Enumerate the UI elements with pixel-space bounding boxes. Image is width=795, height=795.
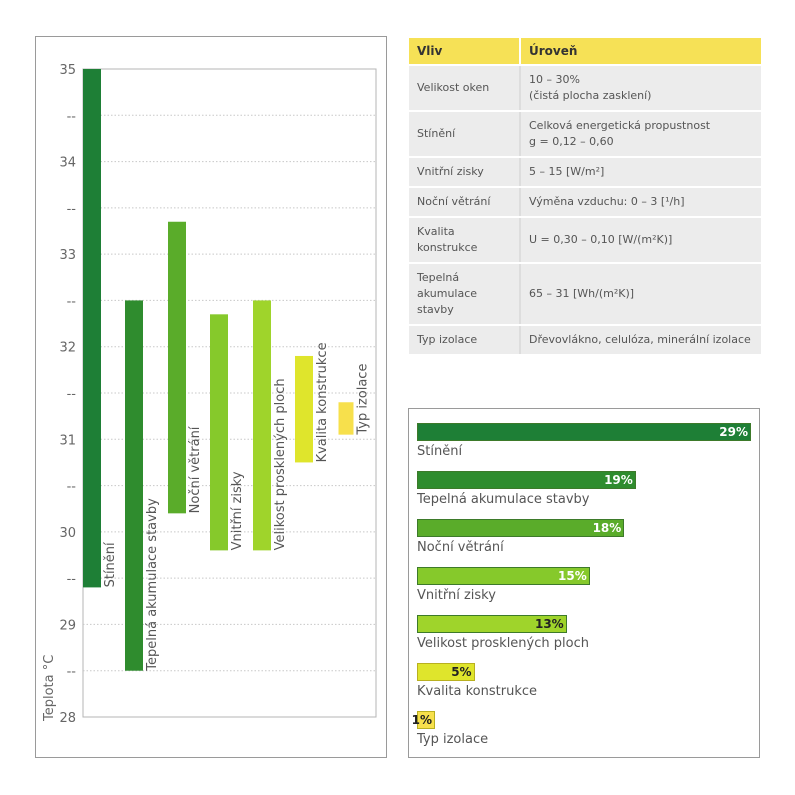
hbar-value: 5% (451, 665, 472, 679)
hbar-row: 19% Tepelná akumulace stavby (417, 471, 636, 507)
hbar-row: 5% Kvalita konstrukce (417, 663, 537, 699)
y-tick-label: -- (67, 109, 77, 124)
hbar: 5% (417, 663, 475, 681)
y-tick-label: 30 (59, 526, 76, 541)
y-tick-label: -- (67, 202, 77, 217)
range-bar (338, 402, 354, 435)
header-uroven: Úroveň (521, 38, 761, 64)
bar-label: Tepelná akumulace stavby (145, 498, 160, 672)
uroven-cell: Celková energetická propustnost g = 0,12 … (521, 112, 761, 156)
hbar-label: Vnitřní zisky (417, 588, 496, 603)
hbar-row: 1% Typ izolace (412, 711, 489, 747)
uroven-cell: Výměna vzduchu: 0 – 3 [¹/h] (521, 188, 761, 216)
range-bar (253, 300, 271, 551)
range-bar (295, 355, 313, 463)
vliv-cell: Kvalita konstrukce (409, 218, 521, 262)
vliv-cell: Tepelná akumulace stavby (409, 264, 521, 324)
hbar: 18% (417, 519, 625, 537)
y-tick-label: 31 (59, 433, 76, 448)
bar-label: Noční větrání (188, 426, 203, 513)
y-tick-label: -- (67, 480, 77, 495)
uroven-cell: 65 – 31 [Wh/(m²K)] (521, 264, 761, 324)
uroven-line: g = 0,12 – 0,60 (529, 135, 614, 148)
hbar-row: 29% Stínění (417, 423, 751, 459)
hbar: 1% (412, 711, 435, 729)
uroven-line: 5 – 15 [W/m²] (529, 165, 605, 178)
hbar-value: 1% (411, 713, 432, 727)
hbar-value: 15% (558, 569, 587, 583)
uroven-line: 65 – 31 [Wh/(m²K)] (529, 287, 635, 300)
hbar-value: 18% (592, 521, 622, 535)
uroven-line: (čistá plocha zasklení) (529, 89, 652, 102)
table-header-row: Vliv Úroveň (409, 38, 761, 64)
vliv-cell: Stínění (409, 112, 521, 156)
uroven-line: Celková energetická propustnost (529, 119, 711, 132)
y-axis-label: Teplota °C (42, 655, 57, 722)
header-vliv: Vliv (409, 38, 521, 64)
hbar: 29% (417, 423, 751, 441)
hbar-label: Kvalita konstrukce (417, 684, 537, 699)
y-tick-label: 34 (59, 156, 76, 171)
table-row: Noční větrání Výměna vzduchu: 0 – 3 [¹/h] (409, 188, 761, 216)
influence-share-chart: 29% Stínění 19% Tepelná akumulace stavby 18%… (408, 408, 760, 758)
y-tick-label: 33 (59, 248, 76, 263)
bar-label: Typ izolace (356, 364, 371, 436)
range-bar (168, 221, 186, 514)
hbar: 15% (417, 567, 590, 585)
table-row: Stínění Celková energetická propustnost g … (409, 112, 761, 156)
uroven-cell: 10 – 30% (čistá plocha zasklení) (521, 66, 761, 110)
table-row: Vnitřní zisky 5 – 15 [W/m²] (409, 158, 761, 186)
vliv-cell: Velikost oken (409, 66, 521, 110)
hbar-label: Stínění (417, 444, 463, 459)
hbar-row: 15% Vnitřní zisky (417, 567, 590, 603)
vliv-cell: Vnitřní zisky (409, 158, 521, 186)
table-row: Kvalita konstrukce U = 0,30 – 0,10 [W/(m²… (409, 218, 761, 262)
hbar-row: 13% Velikost prosklených ploch (417, 615, 589, 651)
uroven-line: Výměna vzduchu: 0 – 3 [¹/h] (529, 195, 685, 208)
y-tick-label: -- (67, 387, 77, 402)
table-row: Tepelná akumulace stavby 65 – 31 [Wh/(m²K… (409, 264, 761, 324)
temperature-range-chart: 35 -- 34 -- 33 -- 32 -- 31 -- 30 -- 29 -- 28 Teplota °C… (35, 36, 387, 758)
y-tick-label: 35 (59, 63, 76, 78)
hbar-row: 18% Noční větrání (417, 519, 625, 555)
y-tick-label: 32 (59, 341, 76, 356)
range-bar (210, 314, 228, 551)
y-tick-label: 28 (59, 711, 76, 726)
y-tick-label: -- (67, 665, 77, 680)
bar-label: Stínění (103, 542, 118, 587)
uroven-line: U = 0,30 – 0,10 [W/(m²K)] (529, 233, 673, 246)
hbar: 13% (417, 615, 567, 633)
uroven-cell: Dřevovlákno, celulóza, minerální izolace (521, 326, 761, 354)
hbar-label: Tepelná akumulace stavby (417, 492, 590, 507)
bar-label: Velikost prosklených ploch (273, 378, 288, 550)
bar-label: Kvalita konstrukce (315, 342, 330, 462)
hbar-label: Noční větrání (417, 540, 504, 555)
hbar-label: Typ izolace (417, 732, 489, 747)
y-tick-label: 29 (59, 618, 76, 633)
hbar: 19% (417, 471, 636, 489)
hbar-label: Velikost prosklených ploch (417, 636, 589, 651)
uroven-cell: 5 – 15 [W/m²] (521, 158, 761, 186)
range-bar (125, 300, 143, 671)
uroven-line: Dřevovlákno, celulóza, minerální izolace (529, 333, 751, 346)
hbar-value: 13% (534, 617, 564, 631)
uroven-cell: U = 0,30 – 0,10 [W/(m²K)] (521, 218, 761, 262)
range-bar (83, 69, 101, 588)
vliv-cell: Noční větrání (409, 188, 521, 216)
y-tick-label: -- (67, 294, 77, 309)
bar-label: Vnitřní zisky (230, 471, 245, 550)
vliv-cell: Typ izolace (409, 326, 521, 354)
y-tick-label: -- (67, 572, 77, 587)
table-row: Velikost oken 10 – 30% (čistá plocha zaskl… (409, 66, 761, 110)
influence-table: Vliv Úroveň Velikost oken 10 – 30% (čistá … (409, 36, 761, 356)
uroven-line: 10 – 30% (529, 73, 580, 86)
hbar-value: 19% (604, 473, 633, 487)
hbar-value: 29% (719, 425, 748, 439)
table-row: Typ izolace Dřevovlákno, celulóza, minerá… (409, 326, 761, 354)
